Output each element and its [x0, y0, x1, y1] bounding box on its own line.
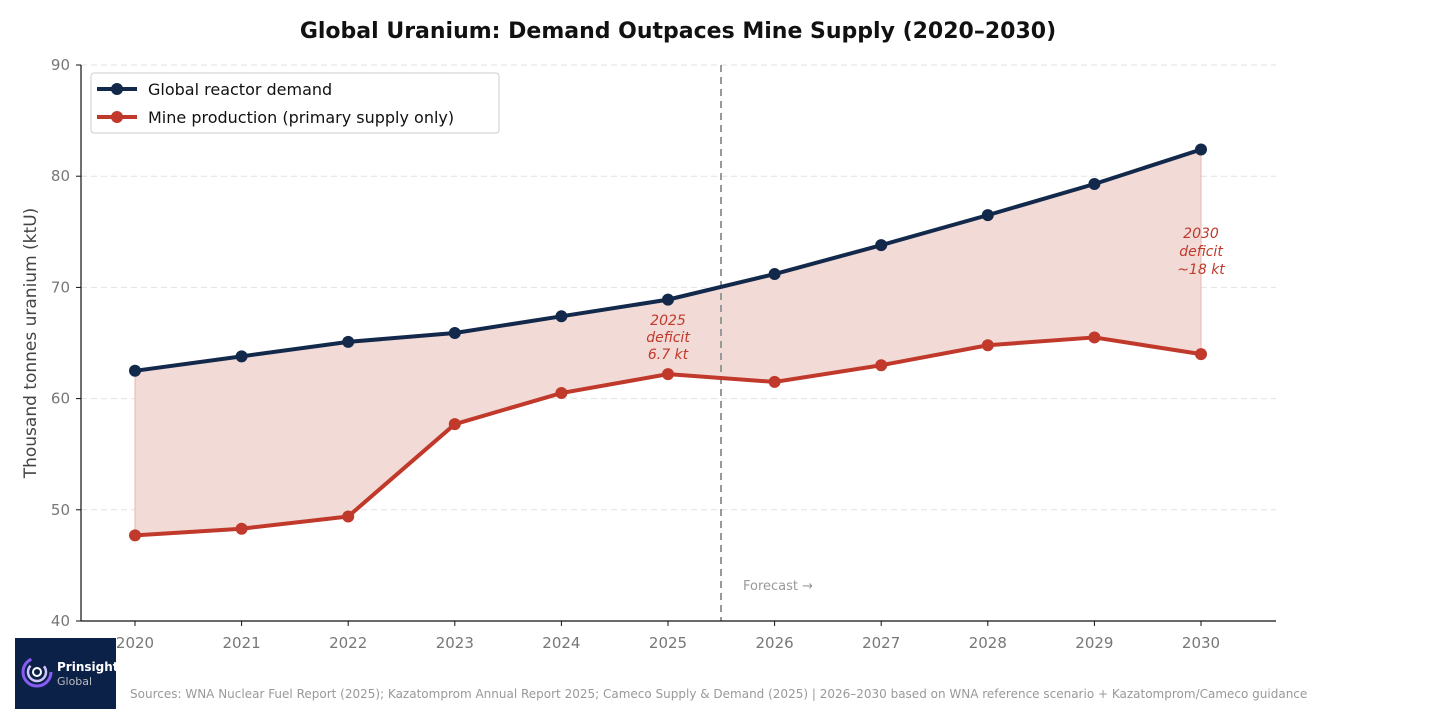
data-point-mine — [981, 339, 994, 352]
data-point-mine — [555, 387, 568, 400]
data-point-mine — [662, 368, 674, 381]
data-point-demand — [448, 326, 461, 339]
data-point-demand — [129, 364, 141, 377]
legend-marker-mine — [111, 111, 123, 123]
x-tick-label: 2028 — [969, 634, 1007, 652]
legend-box — [90, 72, 500, 134]
data-point-demand — [1088, 177, 1101, 190]
x-tick-label: 2022 — [329, 634, 367, 652]
y-tick-label: 50 — [51, 501, 70, 519]
data-point-mine — [342, 510, 355, 523]
annotation-2025: 6.7 kt — [648, 347, 689, 363]
data-point-demand — [1195, 143, 1207, 156]
annotation-2030: deficit — [1179, 244, 1223, 260]
logo-sub: Global — [57, 675, 93, 688]
legend-label-demand: Global reactor demand — [148, 80, 332, 99]
x-tick-label: 2021 — [223, 634, 261, 652]
data-point-mine — [1195, 348, 1207, 361]
data-point-mine — [768, 375, 781, 388]
x-tick-label: 2030 — [1182, 634, 1220, 652]
chart-title: Global Uranium: Demand Outpaces Mine Sup… — [300, 19, 1056, 44]
y-tick-label: 90 — [51, 56, 70, 74]
spiral-icon — [21, 656, 53, 688]
x-tick-label: 2020 — [116, 634, 154, 652]
data-point-demand — [235, 350, 248, 363]
data-point-mine — [448, 418, 461, 431]
x-tick-label: 2029 — [1075, 634, 1113, 652]
data-point-mine — [235, 522, 248, 535]
annotation-2030: 2030 — [1183, 226, 1219, 242]
y-tick-label: 70 — [51, 278, 70, 296]
forecast-label: Forecast → — [743, 579, 813, 594]
y-axis-label: Thousand tonnes uranium (ktU) — [21, 208, 41, 480]
data-point-demand — [555, 310, 568, 323]
x-tick-label: 2024 — [542, 634, 580, 652]
source-note: Sources: WNA Nuclear Fuel Report (2025);… — [130, 687, 1308, 701]
y-tick-label: 80 — [51, 167, 70, 185]
prinsights-logo: Prinsights Global — [15, 638, 126, 709]
data-point-mine — [129, 529, 141, 542]
y-tick-label: 40 — [51, 612, 70, 630]
logo-name: Prinsights — [57, 660, 126, 674]
legend-label-mine: Mine production (primary supply only) — [148, 108, 454, 127]
data-point-demand — [342, 335, 355, 348]
x-tick-label: 2026 — [756, 634, 794, 652]
data-point-demand — [662, 293, 674, 306]
legend-marker-demand — [111, 83, 123, 95]
x-tick-label: 2025 — [649, 634, 687, 652]
x-tick-label: 2023 — [436, 634, 474, 652]
data-point-demand — [768, 268, 781, 281]
y-tick-label: 60 — [51, 390, 70, 408]
data-point-demand — [981, 209, 994, 222]
annotation-2030: ~18 kt — [1177, 262, 1225, 278]
annotation-2025: deficit — [646, 330, 690, 346]
data-point-mine — [875, 359, 888, 372]
annotation-2025: 2025 — [650, 313, 686, 329]
data-point-demand — [875, 239, 888, 252]
data-point-mine — [1088, 331, 1101, 344]
legend: Global reactor demand Mine production (p… — [90, 72, 500, 134]
x-tick-label: 2027 — [862, 634, 900, 652]
